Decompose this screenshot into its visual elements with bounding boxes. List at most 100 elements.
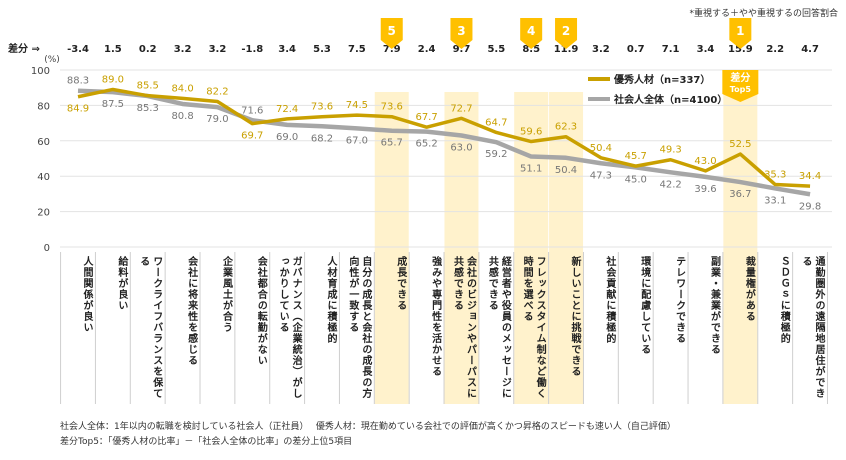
general-data-label: 69.0 [276, 132, 298, 143]
elite-data-label: 72.4 [276, 104, 298, 115]
category-label: 副業・兼業ができる [708, 256, 720, 355]
legend-label: 優秀人材（n=337） [613, 73, 710, 86]
diff-value: 15.9 [728, 44, 753, 55]
elite-data-label: 73.6 [311, 102, 333, 113]
category-label: 新しいことに挑戦できる [569, 256, 581, 377]
footnote-1: 社会人全体：1年以内の転職を検討している社会人（正社員） 優秀人材：現在勤めてい… [60, 422, 676, 432]
rank-badge [729, 18, 752, 49]
general-data-label: 45.0 [625, 174, 647, 185]
general-data-label: 39.6 [694, 184, 716, 195]
general-data-label: 50.4 [555, 165, 577, 176]
diff-value: 3.4 [697, 44, 715, 55]
category-label: フレックスタイム制など働く時間を選べる [521, 256, 546, 399]
category-label: 人間関係が良い [81, 256, 92, 333]
general-data-label: 67.0 [346, 135, 368, 146]
diff-value: 0.2 [139, 44, 157, 55]
general-data-label: 88.3 [67, 76, 89, 87]
elite-data-label: 67.7 [415, 112, 437, 123]
diff-value: 5.5 [487, 44, 505, 55]
diff-value: 0.7 [627, 44, 645, 55]
diff-row-label: 差分 ⇒ [8, 42, 40, 55]
rank-badge [380, 18, 403, 49]
category-label: 環境に配慮している [638, 256, 650, 355]
category-label: テレワークできる [673, 256, 685, 344]
category-label: 裁量権がある [743, 256, 755, 322]
rank-badge [555, 18, 578, 49]
chart-note: *重視する＋やや重視するの回答割合 [689, 9, 838, 19]
general-data-label: 65.2 [415, 139, 437, 150]
category-label: 社会貢献に積極的 [603, 256, 615, 344]
elite-data-label: 50.4 [590, 143, 612, 154]
y-tick-label: 40 [37, 172, 50, 183]
diff-value: 8.5 [522, 44, 540, 55]
category-label: 会社のビジョンやパーパスに共感できる [451, 256, 476, 399]
rank-badge-number: 1 [736, 24, 744, 38]
elite-data-label: 43.0 [694, 156, 716, 167]
rank-badge [520, 18, 543, 49]
rank-badge [450, 18, 473, 49]
elite-data-label: 34.4 [799, 171, 821, 182]
elite-data-label: 74.5 [346, 100, 368, 111]
category-label: 成長できる [394, 256, 406, 311]
category-label: 給料が良い [115, 256, 127, 311]
diff-value: 2.4 [418, 44, 436, 55]
y-tick-label: 60 [37, 137, 50, 148]
y-tick-label: 20 [37, 208, 50, 219]
general-data-label: 29.8 [799, 201, 821, 212]
category-label: 通勤圏外の遠隔地居住ができる [800, 256, 825, 399]
category-label: 企業風土が合う [220, 256, 232, 333]
top5-legend-text: 差分 [730, 71, 750, 84]
category-label: ＳＤＧｓに積極的 [778, 256, 790, 344]
elite-data-label: 82.2 [206, 87, 228, 98]
category-label: ワークライフバランスを保てる [137, 256, 162, 399]
top5-highlight-band [444, 92, 479, 404]
elite-data-label: 35.3 [764, 170, 786, 181]
elite-data-label: 69.7 [241, 131, 263, 142]
diff-value: -1.8 [241, 44, 263, 55]
category-label: 自分の成長と会社の成長の方向性が一致する [346, 256, 371, 399]
general-data-label: 33.1 [764, 195, 786, 206]
category-label: 経営者や役員のメッセージに共感できる [486, 256, 511, 399]
elite-data-label: 85.5 [137, 81, 159, 92]
top5-legend-badge [722, 70, 759, 102]
diff-value: 9.7 [453, 44, 471, 55]
general-data-label: 59.2 [485, 149, 507, 160]
diff-value: 3.2 [209, 44, 227, 55]
diff-value: -3.4 [67, 44, 89, 55]
y-axis-unit: (%) [44, 55, 60, 65]
category-label: ガバナンス（企業統治）がしっかりしている [277, 256, 302, 399]
elite-data-label: 62.3 [555, 122, 577, 133]
top5-legend-text: Top5 [730, 85, 752, 94]
elite-data-label: 89.0 [102, 74, 124, 85]
diff-value: 2.2 [766, 44, 784, 55]
elite-data-label: 64.7 [485, 117, 507, 128]
diff-value: 3.4 [278, 44, 296, 55]
diff-value: 7.9 [383, 44, 401, 55]
diff-value: 3.2 [592, 44, 610, 55]
diff-value: 1.5 [104, 44, 122, 55]
general-data-label: 63.0 [450, 142, 472, 153]
rank-badge-number: 5 [388, 24, 396, 38]
top5-highlight-band [514, 92, 549, 404]
general-data-label: 68.2 [311, 133, 333, 144]
series-line [77, 87, 811, 188]
diff-value: 4.7 [801, 44, 819, 55]
elite-data-label: 49.3 [659, 145, 681, 156]
series-line [77, 88, 811, 197]
rank-badge-number: 2 [562, 24, 570, 38]
category-label: 人材育成に積極的 [325, 256, 337, 344]
general-data-label: 42.2 [659, 179, 681, 190]
elite-data-label: 84.0 [171, 83, 193, 94]
category-label: 会社都合の転勤がない [255, 256, 267, 366]
top5-highlight-band [374, 92, 409, 404]
y-tick-label: 0 [44, 243, 50, 254]
category-label: 会社に将来性を感じる [185, 256, 197, 366]
elite-data-label: 73.6 [381, 102, 403, 113]
general-data-label: 65.7 [381, 138, 403, 149]
y-tick-label: 80 [37, 101, 50, 112]
general-data-label: 80.8 [171, 111, 193, 122]
diff-value: 11.9 [554, 44, 579, 55]
elite-data-label: 84.9 [67, 104, 89, 115]
elite-data-label: 59.6 [520, 127, 542, 138]
